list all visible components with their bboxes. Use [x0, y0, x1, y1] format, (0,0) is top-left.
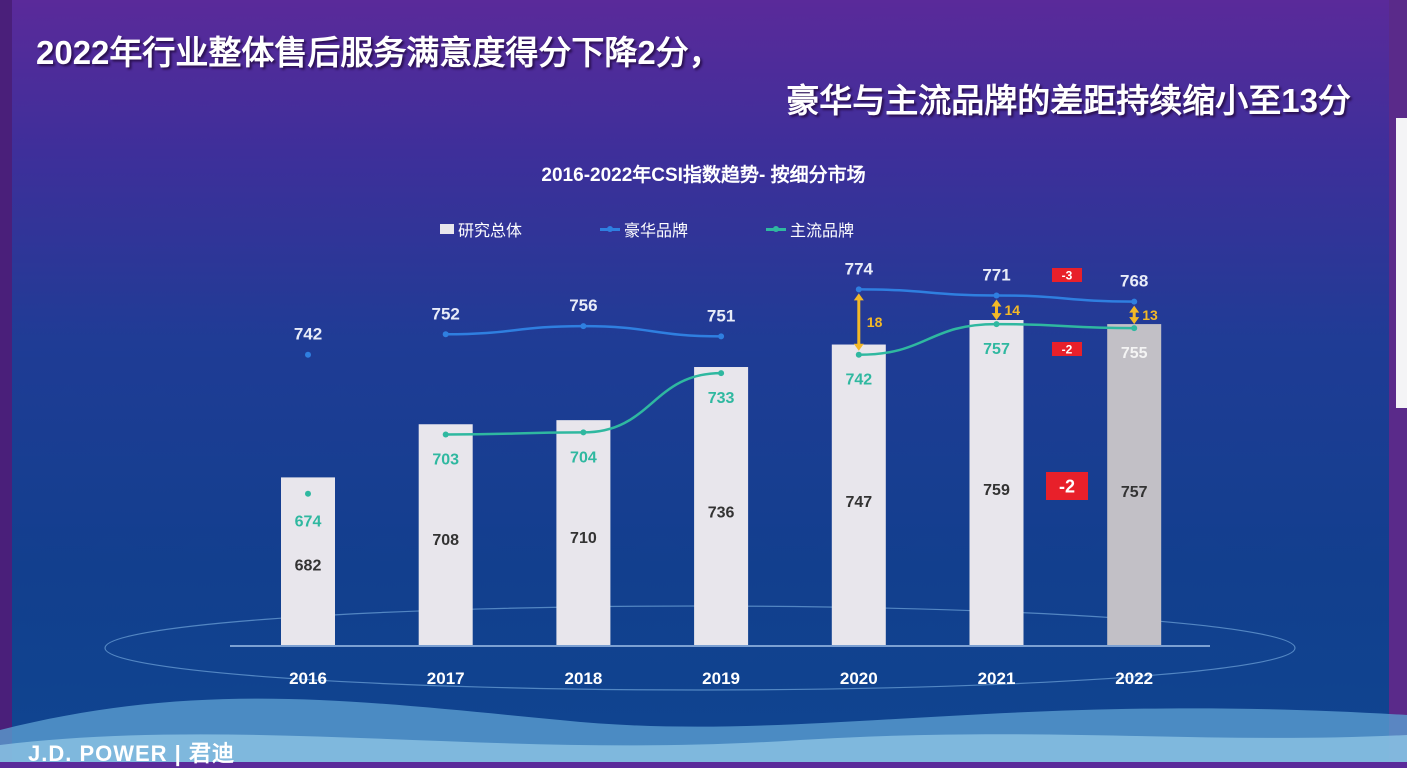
legend-label: 研究总体 [458, 223, 523, 240]
mainstream-value-label: 674 [295, 514, 322, 531]
change-badge [1052, 268, 1082, 282]
x-tick-label: 2016 [289, 669, 327, 688]
luxury-point [305, 351, 311, 358]
x-tick-label: 2021 [978, 669, 1016, 688]
change-badge [1046, 472, 1088, 500]
mainstream-point [855, 351, 862, 358]
change-badge-label: -2 [1062, 342, 1073, 356]
luxury-point [718, 333, 725, 340]
gap-arrow-head [853, 293, 864, 301]
bar-value-label: 682 [295, 558, 322, 575]
bar-2019 [694, 367, 749, 645]
bar-value-label: 747 [845, 494, 872, 511]
luxury-value-label: 771 [982, 265, 1010, 284]
jd-power-logo: J.D. POWER | 君迪 [28, 741, 235, 766]
luxury-value-label: 756 [569, 296, 597, 315]
mainstream-point [580, 429, 587, 436]
luxury-point [855, 286, 862, 293]
mainstream-value-label: 757 [983, 341, 1010, 358]
change-badge-label: -2 [1059, 476, 1075, 496]
gap-arrow-head [1129, 317, 1140, 325]
luxury-point [1131, 298, 1138, 305]
change-badge [1052, 342, 1082, 356]
luxury-point [442, 331, 449, 338]
gap-arrow-head [1129, 305, 1140, 313]
x-tick-label: 2019 [702, 669, 740, 688]
bar-value-label: 736 [708, 505, 735, 522]
mainstream-value-label: 742 [845, 372, 872, 389]
legend-swatch-line [600, 225, 621, 232]
mainstream-value-label: 755 [1121, 345, 1148, 362]
luxury-value-label: 751 [707, 306, 735, 325]
luxury-point [993, 292, 1000, 299]
mainstream-value-label: 733 [708, 390, 735, 407]
chart-title: 2016-2022年CSI指数趋势- 按细分市场 [541, 165, 866, 186]
legend-swatch-bar [440, 224, 454, 234]
luxury-point [580, 323, 587, 330]
bar-value-label: 708 [432, 532, 459, 549]
bar-2021 [969, 320, 1024, 645]
side-panel [1396, 118, 1407, 408]
bar-2020 [831, 344, 886, 645]
legend-swatch-line [766, 225, 787, 232]
decorative-wave [0, 734, 1407, 762]
gap-label: 14 [1005, 302, 1021, 318]
left-edge [0, 0, 12, 762]
bar-value-label: 759 [983, 482, 1010, 499]
gap-arrow-head [853, 343, 864, 351]
mainstream-point [718, 370, 725, 377]
mainstream-point [993, 321, 1000, 328]
legend-label: 豪华品牌 [624, 223, 689, 240]
gap-label: 13 [1142, 307, 1158, 323]
x-tick-label: 2018 [564, 669, 602, 688]
bar-value-label: 710 [570, 530, 597, 547]
slide-title-line1: 2022年行业整体售后服务满意度得分下降2分， [36, 34, 722, 71]
gap-arrow-head [991, 299, 1002, 307]
slide-title-line2: 豪华与主流品牌的差距持续缩小至13分 [786, 82, 1351, 119]
luxury-value-label: 768 [1120, 272, 1148, 291]
bar-2016 [281, 477, 335, 645]
bar-value-label: 757 [1121, 484, 1148, 501]
luxury-value-label: 742 [294, 325, 322, 344]
change-badge-label: -3 [1062, 268, 1073, 282]
mainstream-value-label: 703 [432, 451, 459, 468]
luxury-value-label: 752 [432, 304, 460, 323]
x-tick-label: 2022 [1115, 669, 1153, 688]
x-tick-label: 2020 [840, 669, 878, 688]
legend: 研究总体 豪华品牌 主流品牌 [440, 217, 854, 241]
mainstream-point [1131, 325, 1138, 332]
legend-label: 主流品牌 [790, 223, 855, 240]
gap-label: 18 [867, 314, 883, 330]
mainstream-line [445, 371, 722, 436]
bar-2022 [1107, 324, 1162, 645]
legend-item-mainstream: 主流品牌 [766, 217, 854, 241]
mainstream-point [305, 490, 311, 497]
legend-item-luxury: 豪华品牌 [600, 217, 688, 241]
legend-item-total: 研究总体 [440, 217, 522, 241]
gap-arrow-head [991, 313, 1002, 321]
bar-2018 [556, 420, 611, 645]
bar-2017 [418, 424, 473, 645]
luxury-value-label: 774 [845, 259, 874, 278]
x-tick-label: 2017 [427, 669, 465, 688]
mainstream-point [442, 431, 449, 438]
mainstream-value-label: 704 [570, 449, 597, 466]
